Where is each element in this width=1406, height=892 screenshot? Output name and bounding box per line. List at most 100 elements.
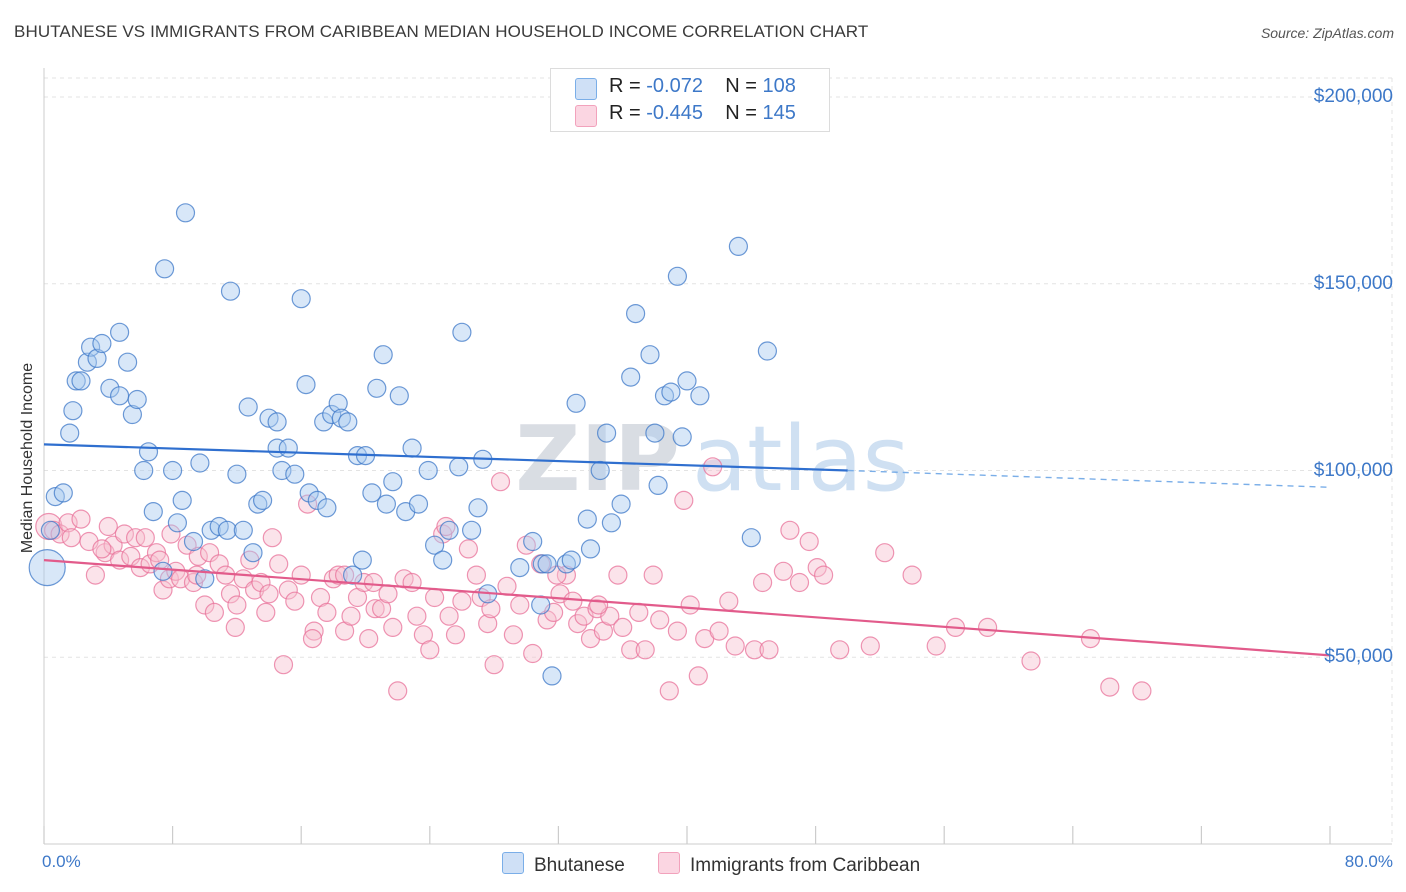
bhutanese-point xyxy=(109,322,130,342)
correlation-legend: R = -0.072 N = 108 R = -0.445 N = 145 xyxy=(550,68,830,132)
source-label: Source: ZipAtlas.com xyxy=(1260,25,1394,41)
bhutanese-point xyxy=(439,520,459,540)
caribbean-point xyxy=(725,636,745,656)
caribbean-point xyxy=(161,524,181,544)
series-bhutanese xyxy=(28,203,778,686)
bhutanese-point xyxy=(661,382,681,402)
bhutanese-point xyxy=(389,386,409,406)
bhutanese-point xyxy=(28,548,66,587)
bhutanese-point xyxy=(243,543,263,563)
caribbean-point xyxy=(621,640,641,660)
caribbean-point xyxy=(466,565,486,585)
caribbean-point xyxy=(635,640,655,660)
trend-lines xyxy=(43,443,1331,657)
bhutanese-point xyxy=(163,460,183,481)
series-caribbean xyxy=(35,457,1152,701)
bhutanese-point xyxy=(566,393,586,413)
caribbean-point xyxy=(135,528,155,548)
caribbean-point xyxy=(674,490,694,510)
bhutanese-point xyxy=(63,401,83,421)
bhutanese-point xyxy=(648,475,668,495)
caribbean-point xyxy=(452,591,472,611)
caribbean-point xyxy=(278,580,298,600)
bhutanese-point xyxy=(195,569,215,589)
bhutanese-point xyxy=(322,404,342,425)
caribbean-point xyxy=(759,640,779,660)
caribbean-point xyxy=(269,554,289,574)
caribbean-point xyxy=(420,640,440,660)
legend-swatch-pink xyxy=(575,105,597,127)
caribbean-point xyxy=(436,516,456,537)
bhutanese-point xyxy=(134,460,154,481)
caribbean-point xyxy=(752,572,773,593)
bhutanese-point xyxy=(352,550,372,570)
bhutanese-point xyxy=(561,550,581,570)
bhutanese-point xyxy=(537,554,557,574)
bhutanese-point xyxy=(331,408,351,428)
bhutanese-point xyxy=(127,389,147,410)
bhutanese-point xyxy=(296,375,316,395)
bhutanese-point xyxy=(523,531,543,552)
bhutanese-point xyxy=(601,513,622,533)
caribbean-point xyxy=(650,610,670,630)
caribbean-point xyxy=(50,524,70,544)
caribbean-point xyxy=(613,617,633,638)
y-tick-label: $50,000 xyxy=(1324,646,1393,668)
bhutanese-point xyxy=(122,404,142,425)
caribbean-point xyxy=(71,509,91,529)
caribbean-point xyxy=(262,528,282,548)
bhutanese-point xyxy=(640,345,660,365)
bhutanese-point xyxy=(677,371,697,391)
bottom-swatch-blue xyxy=(502,852,524,874)
legend-text: R = -0.072 N = 108 xyxy=(609,75,796,98)
n-value: 108 xyxy=(762,75,796,97)
caribbean-point xyxy=(688,666,708,686)
caribbean-point xyxy=(744,640,765,660)
bhutanese-point xyxy=(338,412,358,432)
caribbean-point xyxy=(317,602,337,623)
caribbean-point xyxy=(484,655,504,675)
caribbean-point xyxy=(807,557,827,578)
bhutanese-point xyxy=(625,304,646,324)
n-label: N = xyxy=(725,102,763,124)
caribbean-point xyxy=(378,584,398,604)
bhutanese-point xyxy=(143,502,163,522)
bhutanese-point xyxy=(418,460,438,481)
r-label: R = xyxy=(609,75,647,97)
bhutanese-point xyxy=(253,490,273,510)
caribbean-point xyxy=(780,520,800,540)
caribbean-trend-line xyxy=(43,559,1331,657)
y-tick-label: $200,000 xyxy=(1313,86,1393,107)
bhutanese-trend-extension xyxy=(847,469,1331,489)
bhutanese-point xyxy=(220,281,241,301)
caribbean-point xyxy=(1132,681,1152,701)
caribbean-point xyxy=(328,565,348,585)
watermark-atlas: atlas xyxy=(692,407,910,512)
bhutanese-point xyxy=(741,528,761,548)
bhutanese-point xyxy=(462,520,482,540)
bhutanese-point xyxy=(376,494,396,514)
bhutanese-point xyxy=(138,442,159,462)
caribbean-point xyxy=(425,587,445,608)
chart-title: BHUTANESE VS IMMIGRANTS FROM CARIBBEAN M… xyxy=(14,22,869,41)
bhutanese-point xyxy=(654,386,675,406)
bhutanese-point xyxy=(175,203,196,223)
caribbean-point xyxy=(388,681,408,701)
bottom-legend-label: Immigrants from Caribbean xyxy=(690,855,921,876)
y-tick-label: $150,000 xyxy=(1313,272,1393,294)
bhutanese-point xyxy=(238,397,258,417)
n-label: N = xyxy=(725,75,763,97)
bhutanese-point xyxy=(92,333,112,354)
bhutanese-point xyxy=(531,595,551,615)
bhutanese-point xyxy=(621,367,641,387)
r-label: R = xyxy=(609,102,647,124)
bhutanese-point xyxy=(328,393,348,413)
caribbean-point xyxy=(225,617,245,638)
bhutanese-point xyxy=(71,371,91,391)
caribbean-point xyxy=(153,580,173,600)
caribbean-point xyxy=(251,572,271,593)
bhutanese-point xyxy=(532,554,552,574)
caribbean-point xyxy=(497,576,517,596)
bhutanese-point xyxy=(383,472,403,492)
caribbean-point xyxy=(114,524,135,544)
